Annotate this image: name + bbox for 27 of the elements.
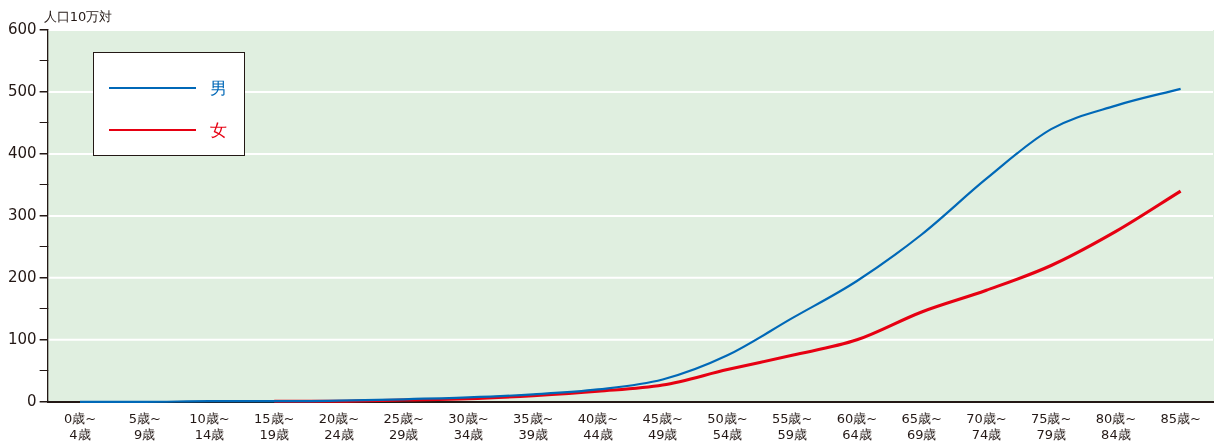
x-tick-label: 85歳~	[1160, 410, 1201, 426]
x-tick-label: 50歳~ 54歳	[707, 410, 748, 442]
x-tick-label: 40歳~ 44歳	[577, 410, 619, 442]
x-tick-label: 75歳~ 79歳	[1030, 410, 1072, 442]
y-axis-title: 人口10万対	[43, 8, 113, 24]
x-tick-label: 35歳~ 39歳	[512, 410, 554, 442]
y-tick-label: 500	[7, 81, 37, 100]
x-tick-label: 70歳~ 74歳	[966, 410, 1007, 442]
x-tick-label: 0歳~ 4歳	[63, 410, 97, 442]
y-tick-label: 600	[7, 19, 37, 38]
legend-box: 男 女	[92, 52, 245, 156]
y-tick-label: 100	[7, 329, 37, 348]
x-tick-label: 45歳~ 49歳	[642, 410, 683, 442]
y-tick-label: 0	[27, 391, 37, 410]
x-tick-label: 20歳~ 24歳	[318, 410, 360, 442]
x-tick-label: 10歳~ 14歳	[189, 410, 230, 442]
x-tick-label: 60歳~ 64歳	[836, 410, 878, 442]
y-tick-label: 400	[7, 143, 37, 162]
x-tick-label: 55歳~ 59歳	[771, 410, 813, 442]
x-tick-label: 65歳~ 69歳	[901, 410, 942, 442]
x-tick-label: 80歳~ 84歳	[1095, 410, 1137, 442]
y-tick-label: 300	[7, 205, 37, 224]
x-tick-label: 5歳~ 9歳	[128, 410, 161, 442]
x-tick-label: 30歳~ 34歳	[448, 410, 489, 442]
x-tick-label: 25歳~ 29歳	[383, 410, 424, 442]
y-tick-label: 200	[7, 267, 37, 286]
x-tick-label: 15歳~ 19歳	[254, 410, 295, 442]
